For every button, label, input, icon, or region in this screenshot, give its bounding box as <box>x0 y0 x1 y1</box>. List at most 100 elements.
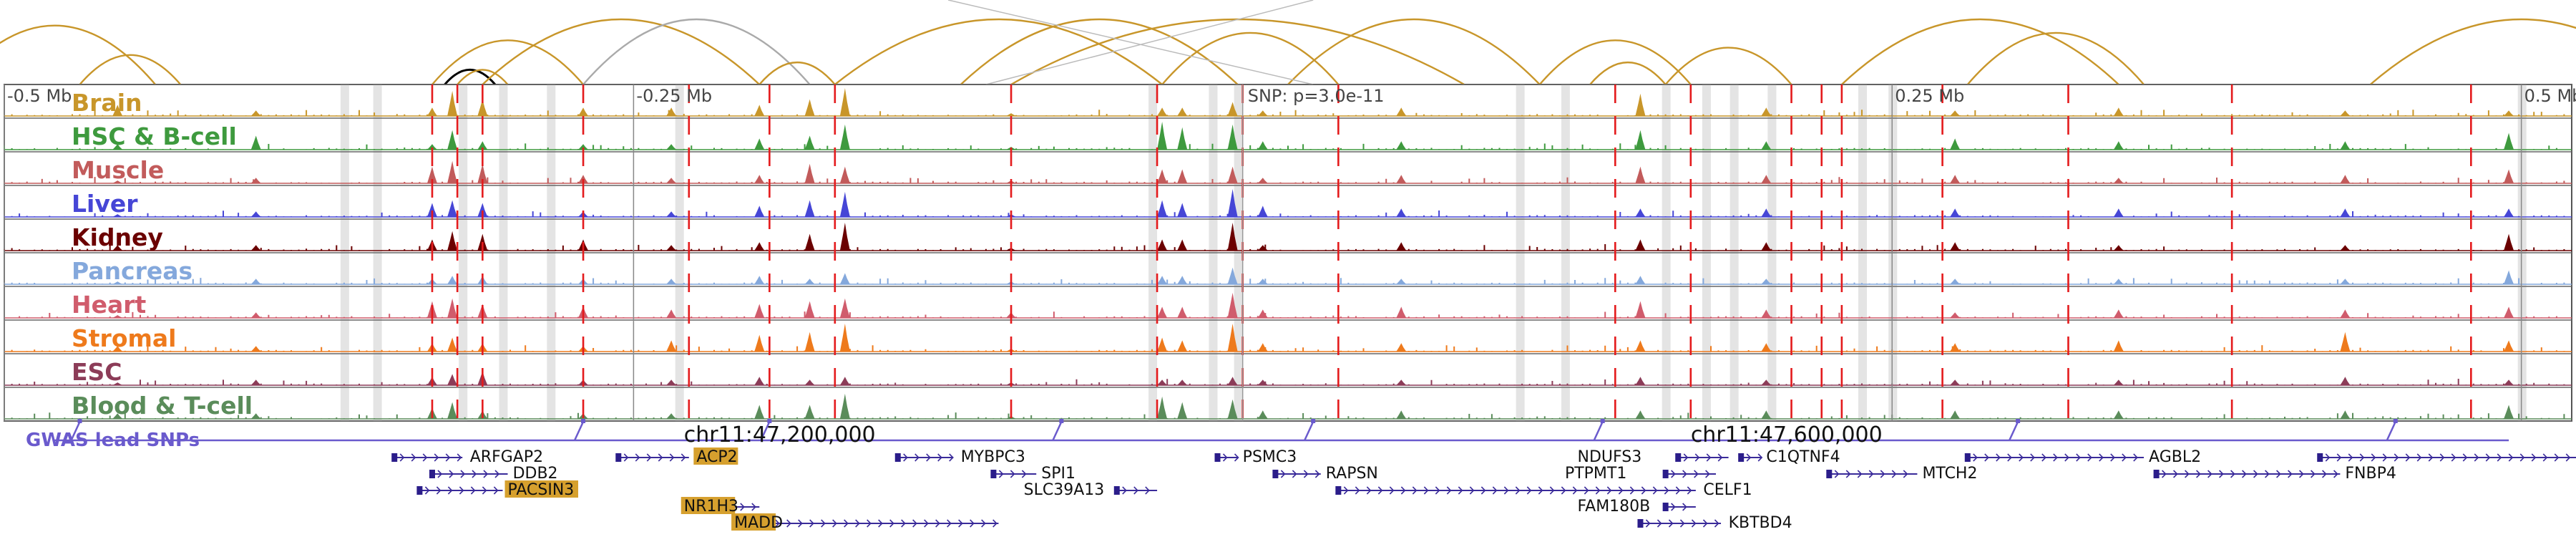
gene-strand <box>2030 453 2035 462</box>
peak <box>1396 306 1407 318</box>
track-signal-noise <box>4 143 2565 150</box>
gene-strand <box>1538 486 1543 495</box>
peak <box>754 304 765 318</box>
gene-highlight <box>504 480 579 498</box>
gene-strand <box>646 453 652 462</box>
peak <box>2340 279 2351 284</box>
gene-highlight <box>693 448 738 465</box>
peak <box>112 180 123 183</box>
peak <box>1635 130 1646 150</box>
track-label: Kidney <box>72 223 163 251</box>
gwas-snp <box>1052 421 1063 441</box>
peak <box>1950 175 1961 183</box>
peak <box>666 309 677 318</box>
gene-strand <box>2565 453 2571 462</box>
peak <box>447 374 458 385</box>
gene-strand <box>1694 453 1700 462</box>
gwas-snp <box>1311 419 1316 423</box>
gene-label: PSMC3 <box>1243 448 1297 466</box>
gwas-snp <box>2008 421 2019 441</box>
interaction-arc <box>482 18 761 85</box>
gene-strand <box>2325 453 2331 462</box>
gene-strand <box>445 453 451 462</box>
gene-strand <box>1292 470 1297 478</box>
gene-strand <box>2299 470 2304 478</box>
track-signal-noise <box>4 177 2565 183</box>
gene-strand <box>832 519 837 528</box>
peak <box>754 105 765 116</box>
peak <box>1761 107 1772 116</box>
gene-label: C1QTNF4 <box>1766 448 1840 466</box>
axis-tick-label: 0.25 Mb <box>1895 86 1964 106</box>
interaction-arc <box>444 68 497 85</box>
track-label: Muscle <box>72 156 164 184</box>
gene-strand <box>1705 470 1710 478</box>
peak <box>1950 343 1961 352</box>
peak <box>1761 208 1772 217</box>
gene-strand <box>1694 470 1699 478</box>
peak <box>2340 332 2351 352</box>
peak <box>112 382 123 385</box>
peak <box>477 141 488 150</box>
gene-strand <box>1355 486 1360 495</box>
interaction-arc <box>79 54 182 85</box>
peak <box>112 281 123 284</box>
peak <box>477 163 488 183</box>
gene-strand <box>958 519 963 528</box>
gene-strand <box>1857 470 1863 478</box>
peak <box>1950 138 1961 150</box>
gene-strand <box>2382 453 2388 462</box>
gene-highlight <box>731 513 776 531</box>
peak <box>754 242 765 251</box>
peak <box>112 315 123 318</box>
peak <box>1396 107 1407 116</box>
peak <box>666 379 677 385</box>
gene-strand <box>751 503 756 511</box>
gene-strand <box>2394 453 2399 462</box>
peak <box>804 163 815 183</box>
gene-strand <box>1641 486 1646 495</box>
peak <box>1950 410 1961 419</box>
gwas-snp <box>2393 419 2398 423</box>
peak <box>2340 410 2351 419</box>
gwas-snp <box>760 421 771 441</box>
gene-strand <box>434 453 439 462</box>
gene-strand <box>2053 453 2058 462</box>
peak <box>1177 127 1188 150</box>
gene-strand <box>1671 470 1676 478</box>
peak <box>1761 279 1772 284</box>
peak <box>2340 175 2351 183</box>
peak <box>477 203 488 217</box>
peak <box>2340 377 2351 385</box>
peak <box>754 175 765 183</box>
interaction-arc <box>947 0 1314 85</box>
gene-strand <box>2462 453 2468 462</box>
gene-exon <box>1335 486 1342 495</box>
gene-strand <box>947 519 952 528</box>
interaction-arc <box>582 19 811 85</box>
gene-strand <box>2322 470 2327 478</box>
gwas-snp <box>1593 421 1604 441</box>
gene-strand <box>1010 470 1015 478</box>
track-signal-noise <box>4 412 2565 419</box>
gene-strand <box>1664 486 1669 495</box>
peak <box>1006 113 1017 116</box>
gene-strand <box>2207 470 2212 478</box>
peak <box>1157 276 1168 284</box>
gene-strand <box>1973 453 1978 462</box>
gene-strand <box>1682 470 1687 478</box>
gene-strand <box>460 470 466 478</box>
peak <box>112 144 123 150</box>
interaction-arc <box>1664 47 1792 85</box>
gene-strand <box>399 453 405 462</box>
gene-strand <box>2242 470 2247 478</box>
peak <box>1635 93 1646 116</box>
gene-strand <box>844 519 849 528</box>
gene-strand <box>1222 453 1228 462</box>
peak <box>1635 410 1646 419</box>
peak <box>804 135 815 150</box>
peak <box>1257 141 1268 150</box>
gene-label: FNBP4 <box>2345 465 2396 483</box>
peak <box>839 298 850 318</box>
gene-label: MYBPC3 <box>961 448 1025 466</box>
